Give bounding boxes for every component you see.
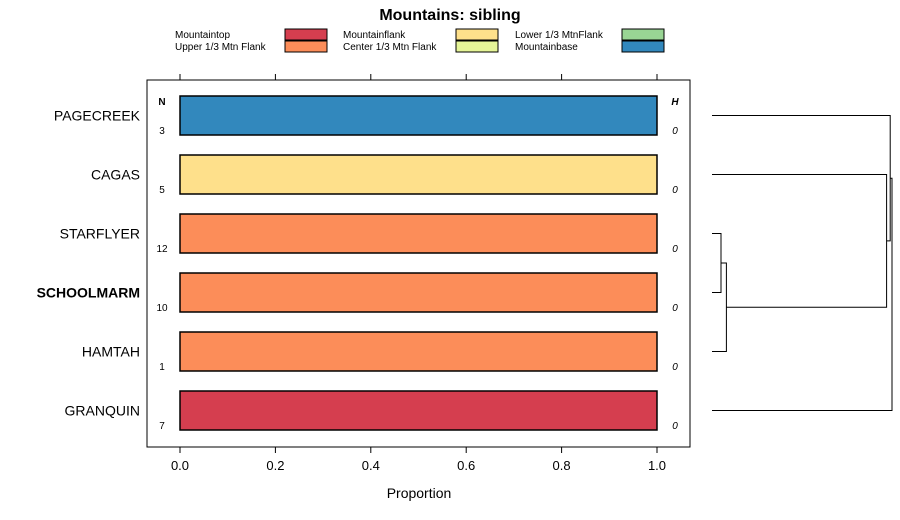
n-value: 5: [159, 185, 165, 196]
x-tick-label: 0.2: [266, 458, 284, 473]
x-axis-label: Proportion: [387, 485, 452, 501]
legend-label: Mountainbase: [515, 42, 578, 53]
h-value: 0: [672, 244, 678, 255]
category-label: CAGAS: [91, 167, 140, 183]
bar-segment: [179, 154, 658, 195]
bar-segment: [179, 213, 658, 254]
n-column-header: N: [158, 97, 165, 108]
n-value: 7: [159, 421, 165, 432]
legend-swatch: [284, 40, 328, 53]
h-value: 0: [672, 185, 678, 196]
category-label: PAGECREEK: [54, 108, 141, 124]
category-label: GRANQUIN: [65, 403, 140, 419]
category-label: SCHOOLMARM: [37, 285, 140, 301]
legend-label: Lower 1/3 MtnFlank: [515, 30, 604, 41]
category-label: STARFLYER: [60, 226, 140, 242]
n-value: 12: [156, 244, 168, 255]
x-tick-label: 0.0: [171, 458, 189, 473]
n-value: 10: [156, 303, 168, 314]
dendrogram: [712, 115, 893, 411]
plot-frame: [146, 79, 691, 448]
category-label: HAMTAH: [82, 344, 140, 360]
legend-label: Center 1/3 Mtn Flank: [343, 42, 437, 53]
dendrogram-link: [712, 262, 727, 352]
x-tick-label: 1.0: [648, 458, 666, 473]
bar-segment: [179, 272, 658, 313]
x-tick-label: 0.4: [362, 458, 380, 473]
dendrogram-link: [712, 177, 893, 411]
h-column-header: H: [671, 97, 679, 108]
h-value: 0: [672, 126, 678, 137]
legend-label: Upper 1/3 Mtn Flank: [175, 42, 267, 53]
h-value: 0: [672, 303, 678, 314]
legend-swatch: [621, 28, 665, 41]
bar-segment: [179, 331, 658, 372]
legend-label: Mountainflank: [343, 30, 406, 41]
legend-swatch: [284, 28, 328, 41]
bar-rows: PAGECREEK 3 0 CAGAS 5 0 STARFLYER 12 0 SCHOOLMARM…: [37, 95, 678, 432]
n-value: 1: [159, 362, 165, 373]
dendrogram-link: [712, 115, 891, 242]
h-value: 0: [672, 421, 678, 432]
bar-segment: [179, 95, 658, 136]
legend-swatch: [455, 40, 499, 53]
n-value: 3: [159, 126, 165, 137]
x-tick-label: 0.8: [553, 458, 571, 473]
x-axis: 0.0 0.2 0.4 0.6 0.8 1.0: [171, 74, 666, 473]
legend-swatch: [621, 40, 665, 53]
h-value: 0: [672, 362, 678, 373]
legend-label: Mountaintop: [175, 30, 230, 41]
bar-segment: [179, 390, 658, 431]
legend-swatch: [455, 28, 499, 41]
dendrogram-link: [712, 233, 722, 293]
dendrogram-link: [712, 174, 888, 308]
x-tick-label: 0.6: [457, 458, 475, 473]
chart-title: Mountains: sibling: [379, 7, 520, 24]
